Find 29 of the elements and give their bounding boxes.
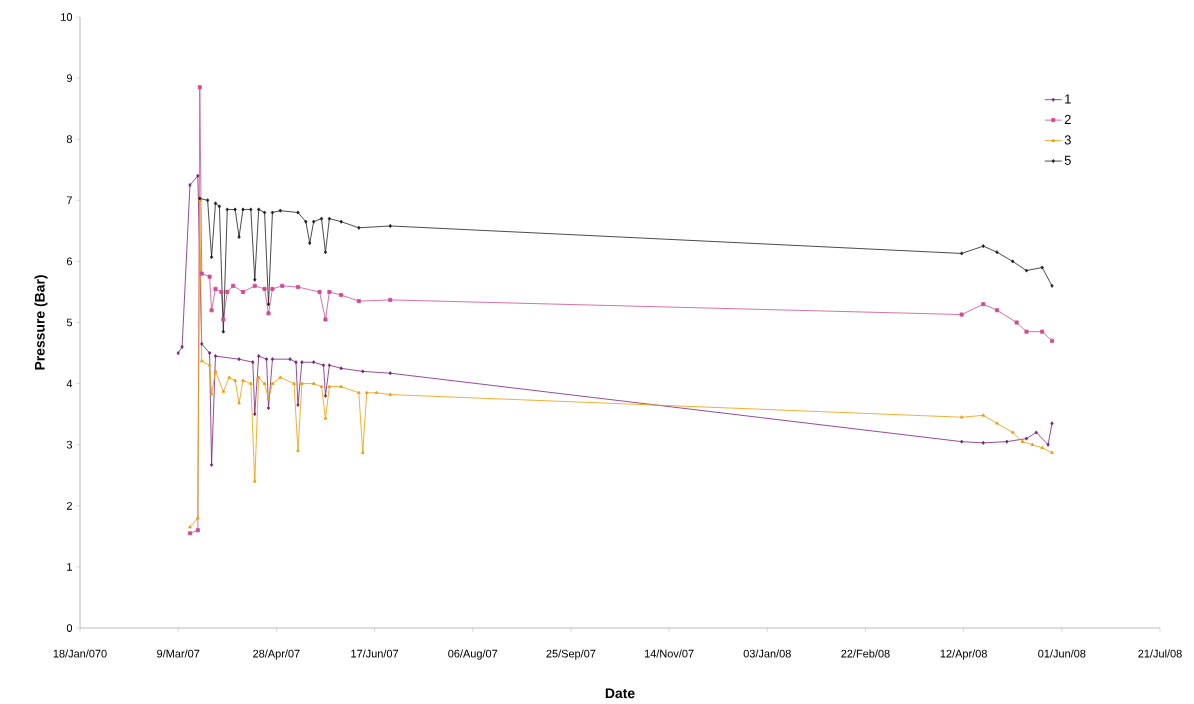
x-tick-label: 06/Aug/07 bbox=[448, 649, 498, 660]
x-tick-label: 12/Apr/08 bbox=[940, 649, 987, 660]
y-axis-title: Pressure (Bar) bbox=[34, 275, 48, 370]
x-axis-title: Date bbox=[605, 688, 635, 699]
y-tick-label: 4 bbox=[66, 379, 73, 388]
x-tick-label: 22/Feb/08 bbox=[841, 649, 890, 658]
x-tick-label: 21/Jul/08 bbox=[1138, 649, 1182, 658]
y-tick-label: 1 bbox=[67, 563, 72, 571]
y-tick-label: 9 bbox=[66, 74, 72, 82]
x-tick-label: 17/Jun/07 bbox=[351, 649, 399, 658]
legend-label: 5 bbox=[1064, 155, 1071, 165]
legend-label: 2 bbox=[1064, 114, 1071, 124]
x-tick-label: 01/Jun/08 bbox=[1038, 649, 1086, 658]
y-tick-label: 0 bbox=[66, 624, 73, 632]
x-tick-label: 14/Nov/07 bbox=[644, 649, 694, 658]
y-tick-label: 8 bbox=[66, 135, 73, 144]
y-tick-label: 7 bbox=[66, 196, 72, 205]
y-tick-label: 6 bbox=[66, 257, 73, 266]
x-tick-label: 18/Jan/070 bbox=[53, 649, 107, 658]
legend-label: 3 bbox=[1064, 135, 1071, 145]
x-tick-label: 03/Jan/08 bbox=[743, 649, 791, 658]
x-tick-label: 25/Sep/07 bbox=[546, 649, 596, 660]
x-tick-label: 28/Apr/07 bbox=[253, 649, 300, 660]
y-tick-label: 10 bbox=[61, 13, 73, 21]
x-tick-label: 9/Mar/07 bbox=[157, 649, 200, 658]
y-tick-label: 3 bbox=[66, 440, 73, 449]
y-tick-label: 2 bbox=[66, 501, 72, 510]
y-tick-label: 5 bbox=[66, 318, 73, 327]
legend-label: 1 bbox=[1065, 94, 1071, 104]
